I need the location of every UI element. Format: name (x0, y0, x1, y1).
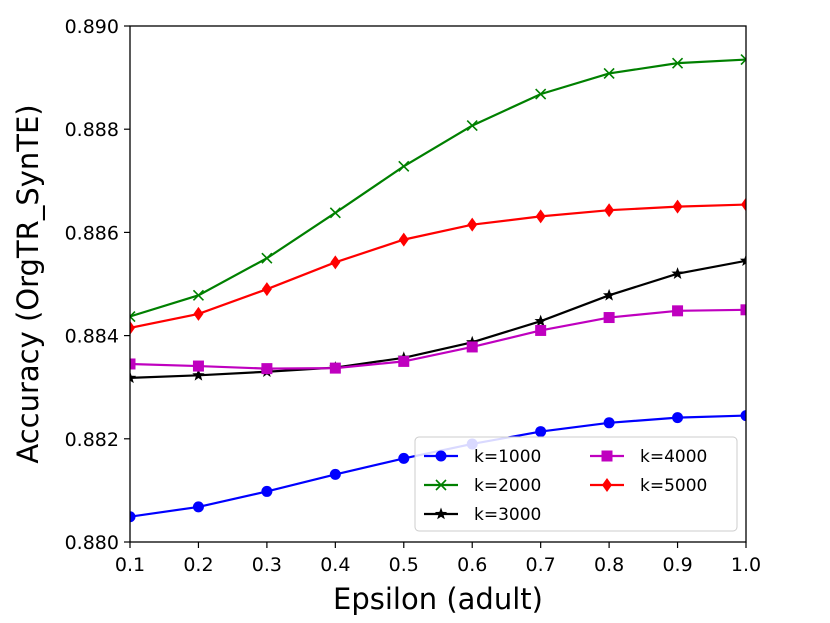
data-point-k=4000-0.4 (329, 362, 341, 374)
data-point-k=4000-0.3 (261, 363, 273, 375)
series-k=2000 (130, 53, 746, 323)
data-point-k=2000-0.1 (130, 310, 136, 323)
data-point-k=1000-0.7 (535, 426, 547, 438)
y-tick-label: 0.880 (65, 532, 119, 554)
legend: k=1000 k=2000 k=3000 k=4000 k=5000 (414, 436, 738, 532)
data-point-k=5000-0.7 (535, 209, 546, 224)
data-point-k=4000-0.5 (398, 355, 410, 367)
data-point-k=3000-0.8 (602, 288, 616, 301)
data-point-k=1000-0.5 (398, 452, 410, 464)
data-point-k=4000-1.0 (740, 304, 746, 316)
data-point-k=4000-0.7 (535, 324, 547, 336)
data-point-k=1000-0.9 (672, 412, 684, 424)
x-tick-label: 0.6 (457, 554, 487, 576)
legend-marker-k=3000 (434, 507, 448, 520)
data-point-k=4000-0.2 (192, 360, 204, 372)
data-point-k=2000-0.9 (671, 57, 684, 69)
data-point-k=2000-0.3 (261, 252, 273, 264)
data-point-k=4000-0.9 (672, 305, 684, 317)
data-point-k=2000-0.2 (192, 289, 205, 301)
legend-label: k=3000 (474, 505, 541, 525)
legend-marker-k=2000 (435, 479, 447, 491)
x-tick-label: 0.1 (115, 554, 145, 576)
data-point-k=2000-1.0 (740, 53, 746, 66)
data-point-k=1000-1.0 (740, 410, 746, 422)
data-point-k=5000-0.8 (604, 203, 615, 218)
data-point-k=5000-0.6 (467, 217, 478, 232)
data-point-k=1000-0.3 (261, 485, 273, 497)
legend-box (414, 436, 738, 532)
series-k=5000 (130, 197, 746, 335)
data-point-k=5000-0.1 (130, 320, 135, 335)
legend-marker-k=5000 (602, 478, 612, 492)
legend-label: k=1000 (474, 447, 541, 467)
x-tick-label: 0.3 (252, 554, 282, 576)
x-tick-label: 0.4 (320, 554, 350, 576)
x-tick-label: 0.7 (526, 554, 556, 576)
series-line-k=4000 (130, 308, 746, 370)
legend-entry-k=4000: k=4000 (590, 447, 707, 467)
data-point-k=3000-0.7 (534, 314, 547, 327)
x-tick-label: 0.5 (389, 554, 419, 576)
legend-label: k=4000 (640, 447, 707, 467)
x-axis-label: Epsilon (adult) (333, 582, 543, 616)
y-axis-label: Accuracy (OrgTR_SynTE) (11, 104, 45, 463)
y-tick-label: 0.890 (65, 16, 119, 38)
series-line-k=2000 (130, 58, 746, 318)
legend-entry-k=5000: k=5000 (590, 476, 707, 496)
y-tick-label: 0.884 (65, 326, 119, 348)
series-line-k=5000 (130, 203, 746, 329)
legend-entry-k=3000: k=3000 (424, 505, 541, 525)
data-point-k=4000-0.6 (466, 341, 478, 353)
data-point-k=2000-0.7 (535, 88, 547, 100)
data-point-k=5000-0.2 (193, 306, 204, 321)
plot-frame (129, 25, 747, 543)
data-point-k=2000-0.8 (603, 67, 615, 80)
x-tick-label: 0.2 (183, 554, 213, 576)
series-k=4000 (130, 304, 746, 375)
y-tick-label: 0.882 (65, 429, 119, 451)
data-point-k=1000-0.8 (603, 417, 615, 429)
y-tick-label: 0.886 (65, 222, 119, 244)
data-point-k=3000-1.0 (739, 254, 746, 267)
data-point-k=5000-0.3 (261, 282, 272, 297)
data-point-k=1000-0.1 (130, 511, 136, 523)
data-point-k=1000-0.2 (192, 501, 204, 513)
data-point-k=3000-0.2 (192, 368, 205, 381)
data-point-k=3000-0.9 (671, 267, 684, 279)
x-tick-label: 1.0 (731, 554, 761, 576)
data-point-k=5000-0.5 (398, 232, 409, 247)
legend-marker-k=4000 (601, 450, 613, 462)
data-point-k=5000-1.0 (741, 197, 746, 212)
x-tick-label: 0.9 (662, 554, 692, 576)
x-tick-label: 0.8 (594, 554, 624, 576)
legend-entry-k=2000: k=2000 (424, 476, 541, 496)
data-point-k=4000-0.8 (603, 312, 615, 324)
axes-layer: 0.1 0.2 0.3 0.4 0.5 0.6 0.7 0.8 0.9 1.0 0.880 0.882… (11, 16, 761, 616)
legend-label: k=5000 (640, 476, 707, 496)
data-point-k=3000-0.1 (130, 371, 137, 384)
data-point-k=4000-0.1 (130, 358, 136, 370)
data-point-k=2000-0.4 (329, 207, 341, 219)
legend-marker-k=1000 (435, 450, 447, 462)
legend-entry-k=1000: k=1000 (424, 447, 541, 467)
data-point-k=1000-0.4 (329, 468, 341, 480)
series-line-k=3000 (130, 259, 746, 380)
legend-label: k=2000 (474, 476, 541, 496)
data-point-k=5000-0.9 (672, 199, 683, 214)
data-point-k=2000-0.5 (398, 160, 410, 172)
y-tick-label: 0.888 (65, 119, 119, 141)
data-point-k=2000-0.6 (466, 120, 478, 132)
data-point-k=5000-0.4 (330, 255, 341, 270)
